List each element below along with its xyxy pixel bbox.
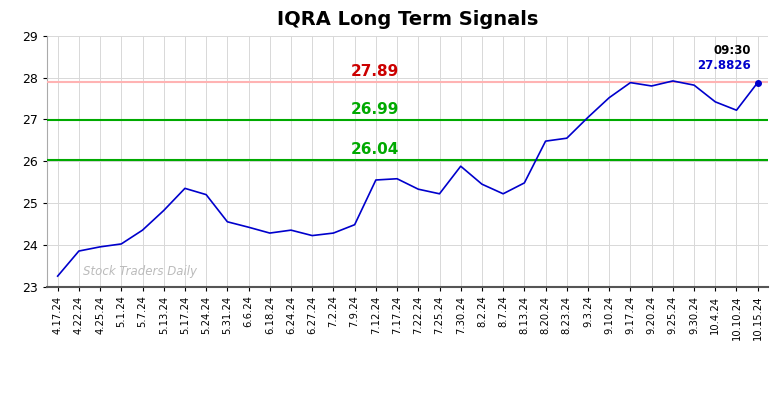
Title: IQRA Long Term Signals: IQRA Long Term Signals [277,10,539,29]
Text: 27.89: 27.89 [351,64,399,79]
Text: Stock Traders Daily: Stock Traders Daily [83,265,197,278]
Text: 26.04: 26.04 [350,142,399,156]
Text: 26.99: 26.99 [350,102,399,117]
Text: 27.8826: 27.8826 [698,59,751,72]
Text: 09:30: 09:30 [714,44,751,57]
